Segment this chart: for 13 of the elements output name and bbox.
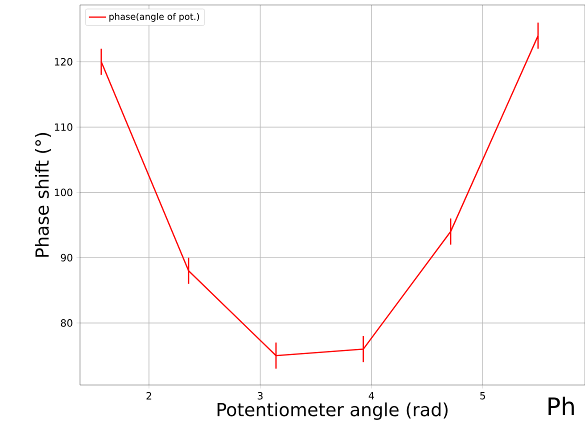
y-axis-title: Phase shift (°) (34, 132, 52, 257)
y-tick-label: 100 (54, 188, 72, 196)
x-tick-label: 3 (258, 392, 263, 400)
legend-label: phase(angle of pot.) (109, 12, 200, 22)
y-tick-label: 120 (54, 58, 72, 66)
y-tick-label: 80 (60, 319, 72, 327)
x-tick-label: 2 (146, 392, 152, 400)
text: Ph (548, 396, 574, 415)
y-tick-label: 90 (60, 254, 72, 262)
x-tick-label: 5 (480, 392, 485, 400)
x-tick-label: 4 (368, 392, 374, 400)
y-tick-label: 110 (54, 123, 72, 131)
x-axis-title: Potentiometer angle (rad) (218, 402, 448, 420)
